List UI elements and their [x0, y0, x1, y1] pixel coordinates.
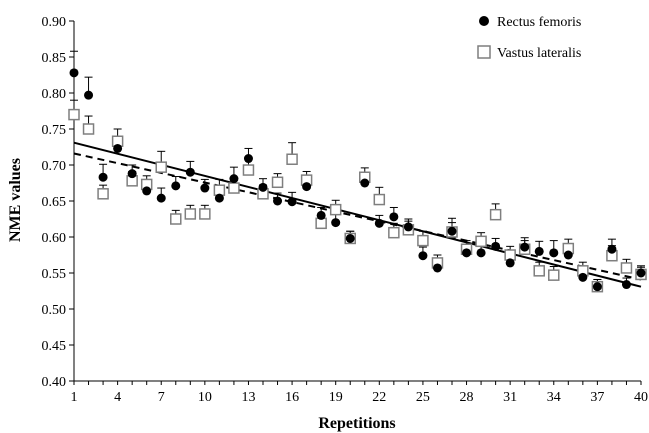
point-rectus-femoris	[476, 248, 486, 258]
point-rectus-femoris	[142, 186, 152, 196]
point-vastus-lateralis	[475, 235, 487, 248]
point-rectus-femoris	[287, 197, 297, 207]
point-rectus-femoris	[229, 174, 239, 184]
point-vastus-lateralis	[620, 262, 633, 274]
point-rectus-femoris	[578, 272, 588, 282]
point-rectus-femoris	[418, 251, 428, 261]
legend-marker-vastus-lateralis	[477, 45, 491, 59]
x-tick-label: 10	[198, 390, 212, 405]
x-tick-label: 25	[416, 390, 430, 405]
x-tick-label: 4	[114, 390, 121, 405]
point-rectus-femoris	[374, 218, 384, 228]
point-rectus-femoris	[389, 212, 399, 222]
y-tick-label: 0.80	[42, 87, 67, 102]
legend-label-rectus-femoris: Rectus femoris	[497, 15, 581, 30]
point-rectus-femoris	[592, 282, 602, 292]
x-axis-title: Repetitions	[318, 415, 395, 432]
point-rectus-femoris	[200, 183, 210, 193]
point-rectus-femoris	[273, 196, 283, 206]
point-vastus-lateralis	[242, 164, 255, 176]
data-points	[68, 68, 647, 293]
point-rectus-femoris	[636, 268, 646, 278]
y-tick-label: 0.85	[42, 51, 67, 66]
x-tick-label: 16	[285, 390, 299, 405]
x-tick-label: 1	[71, 390, 78, 405]
point-rectus-femoris	[302, 182, 312, 192]
y-tick-label: 0.65	[42, 195, 67, 210]
point-rectus-femoris	[345, 233, 355, 243]
x-tick-label: 40	[634, 390, 648, 405]
point-vastus-lateralis	[271, 176, 284, 189]
point-vastus-lateralis	[97, 188, 109, 200]
point-vastus-lateralis	[68, 108, 80, 121]
point-rectus-femoris	[316, 210, 326, 220]
point-rectus-femoris	[491, 241, 501, 251]
legend: Rectus femoris Vastus lateralis	[477, 15, 581, 61]
y-tick-label: 0.60	[42, 231, 67, 246]
point-rectus-femoris	[127, 169, 137, 179]
point-rectus-femoris	[549, 248, 559, 258]
point-rectus-femoris	[621, 280, 631, 290]
point-vastus-lateralis	[228, 182, 240, 194]
axes	[69, 20, 642, 385]
point-rectus-femoris	[214, 193, 224, 203]
point-vastus-lateralis	[373, 193, 386, 206]
point-vastus-lateralis	[184, 208, 197, 220]
point-vastus-lateralis	[155, 161, 167, 173]
point-rectus-femoris	[69, 68, 79, 78]
point-rectus-femoris	[607, 244, 617, 254]
y-axis-title: NME values	[7, 158, 24, 242]
x-tick-label: 28	[460, 390, 474, 405]
point-rectus-femoris	[243, 154, 253, 164]
trendline-vastus-lateralis	[73, 152, 642, 281]
point-vastus-lateralis	[533, 265, 545, 277]
legend-marker-rectus-femoris	[479, 16, 489, 26]
point-rectus-femoris	[505, 258, 515, 268]
point-rectus-femoris	[156, 193, 166, 203]
point-rectus-femoris	[98, 172, 108, 182]
y-tick-label: 0.75	[42, 123, 67, 138]
y-tick-label: 0.50	[42, 303, 67, 318]
y-tick-label: 0.55	[42, 267, 67, 282]
point-rectus-femoris	[520, 242, 530, 252]
point-vastus-lateralis	[548, 269, 560, 281]
x-tick-label: 31	[503, 390, 517, 405]
x-tick-label: 7	[158, 390, 165, 405]
point-vastus-lateralis	[82, 123, 95, 135]
point-vastus-lateralis	[199, 208, 211, 220]
y-tick-label: 0.90	[42, 15, 67, 30]
point-rectus-femoris	[360, 178, 370, 188]
point-rectus-femoris	[185, 167, 195, 177]
y-tick-label: 0.40	[42, 375, 67, 390]
y-tick-label: 0.70	[42, 159, 67, 174]
point-rectus-femoris	[403, 222, 413, 232]
point-vastus-lateralis	[329, 203, 342, 216]
x-tick-label: 13	[241, 390, 255, 405]
point-rectus-femoris	[84, 90, 94, 100]
point-rectus-femoris	[113, 143, 123, 153]
point-rectus-femoris	[462, 248, 472, 258]
tick-labels: 0.40 0.45 0.50 0.55 0.60 0.65 0.70 0.75 0.80 0.85…	[42, 15, 649, 405]
y-tick-label: 0.45	[42, 339, 67, 354]
point-rectus-femoris	[447, 226, 457, 236]
legend-label-vastus-lateralis: Vastus lateralis	[497, 46, 581, 61]
point-rectus-femoris	[432, 263, 442, 273]
point-vastus-lateralis	[489, 208, 502, 221]
point-rectus-femoris	[331, 218, 341, 228]
point-vastus-lateralis	[417, 234, 429, 247]
x-tick-label: 19	[329, 390, 343, 405]
trendlines	[73, 141, 642, 288]
x-tick-label: 22	[372, 390, 386, 405]
trendline-rectus-femoris	[73, 141, 642, 288]
point-vastus-lateralis	[286, 153, 298, 165]
x-tick-label: 34	[547, 390, 561, 405]
point-vastus-lateralis	[388, 226, 400, 239]
point-rectus-femoris	[171, 181, 181, 191]
point-rectus-femoris	[563, 250, 573, 260]
x-tick-label: 37	[590, 390, 604, 405]
point-rectus-femoris	[534, 246, 544, 256]
point-vastus-lateralis	[170, 213, 182, 225]
point-rectus-femoris	[258, 182, 268, 192]
